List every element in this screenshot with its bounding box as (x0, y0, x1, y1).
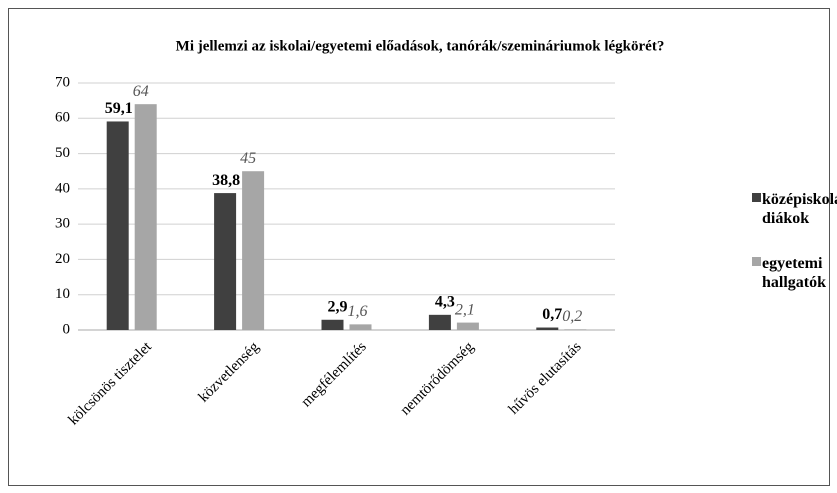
data-label: 59,1 (105, 100, 133, 117)
y-tick-label: 40 (55, 180, 70, 196)
y-tick-label: 10 (55, 286, 70, 302)
legend-swatch (752, 193, 761, 202)
y-tick-label: 0 (63, 321, 71, 337)
y-tick-label: 50 (55, 145, 70, 161)
data-label: 2,1 (455, 301, 475, 318)
chart-title: Mi jellemzi az iskolai/egyetemi előadáso… (176, 38, 665, 54)
y-tick-label: 60 (55, 110, 70, 126)
data-label: 45 (240, 150, 256, 167)
data-label: 64 (133, 83, 149, 100)
bar (349, 324, 372, 330)
data-label: 1,6 (348, 303, 368, 320)
data-label: 2,9 (328, 298, 348, 315)
bar (536, 327, 559, 330)
bar (564, 329, 587, 330)
legend-label: egyetemi hallgatók (762, 255, 827, 291)
bar (214, 193, 237, 330)
bar (428, 314, 451, 330)
bar (106, 121, 129, 330)
legend-swatch (752, 257, 761, 266)
bar (456, 322, 479, 330)
bar (134, 104, 157, 331)
data-label: 0,7 (542, 306, 562, 323)
legend-label: középiskolás diákok (762, 191, 837, 227)
data-label: 4,3 (435, 293, 455, 310)
y-tick-label: 30 (55, 216, 70, 232)
bar (242, 171, 265, 330)
bar (321, 319, 344, 330)
y-tick-label: 20 (55, 251, 70, 267)
y-tick-label: 70 (55, 74, 70, 90)
chart-border (8, 8, 830, 486)
data-label: 0,2 (562, 308, 582, 325)
data-label: 38,8 (212, 172, 240, 189)
